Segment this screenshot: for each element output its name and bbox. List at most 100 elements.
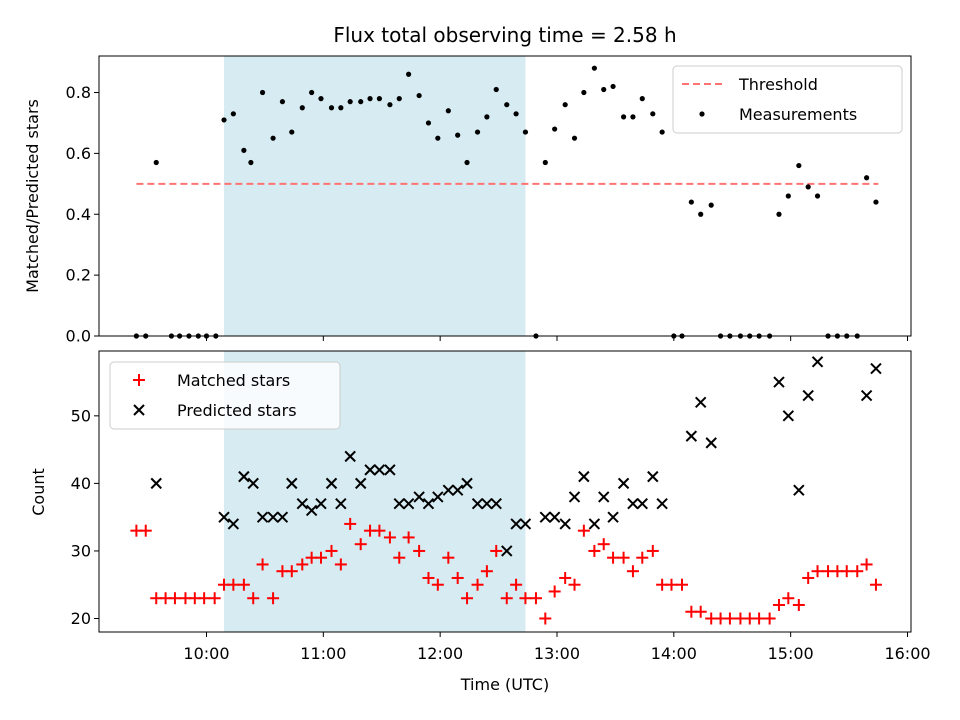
matched-star-point [694, 605, 707, 618]
measurement-point [367, 96, 373, 102]
ratio-y-tick-label: 0.6 [66, 144, 91, 163]
matched-star-point [510, 578, 523, 591]
count-legend-box [109, 361, 341, 430]
measurement-point [522, 129, 529, 135]
measurement-point [464, 159, 470, 166]
measurement-point [484, 114, 490, 120]
measurement-point [552, 126, 558, 132]
time-x-tick-label: 13:00 [534, 644, 580, 663]
threshold-legend-label: Threshold [738, 75, 818, 94]
matched-star-point [139, 524, 152, 537]
matched-star-point [451, 571, 464, 584]
matched-star-point [325, 544, 338, 557]
predicted-star-point [296, 497, 308, 510]
matched-star-point [393, 551, 406, 564]
count-plot-area [130, 356, 882, 625]
predicted-star-point [325, 477, 338, 490]
measurement-point [153, 159, 159, 166]
measurement-point [659, 129, 665, 135]
matched-star-point [792, 598, 805, 611]
matched-star-point [568, 578, 581, 591]
measurement-point [698, 211, 704, 217]
measurement-point [435, 135, 441, 141]
observing-window-shade [224, 56, 526, 336]
matched-star-point [869, 578, 882, 591]
count-legend: Matched stars Predicted stars [109, 361, 341, 430]
ratio-y-tick-label: 0.0 [66, 327, 91, 346]
ratio-y-tick-label: 0.8 [66, 83, 91, 102]
predicted-star-point [568, 491, 581, 503]
predicted-star-point [432, 491, 444, 503]
ratio-panel: 0.0 0.2 0.4 0.6 0.8 Flux total observing tim… [23, 23, 912, 346]
ratio-y-ticks: 0.0 0.2 0.4 0.6 0.8 [66, 83, 99, 346]
predicted-star-point [811, 356, 824, 368]
measurement-point [571, 135, 578, 141]
ratio-legend: Threshold Measurements [672, 65, 903, 134]
measurement-point [805, 184, 811, 190]
measurement-point [289, 129, 295, 135]
measurement-point [785, 193, 791, 199]
matched-star-point [646, 544, 659, 557]
predicted-star-point [227, 518, 240, 530]
matched-star-point [860, 558, 873, 571]
measurement-point [455, 132, 461, 138]
count-y-tick-label: 20 [71, 609, 91, 628]
time-x-tick-label: 14:00 [651, 644, 697, 663]
predicted-star-point [315, 497, 327, 510]
time-x-tick-label: 11:00 [300, 644, 346, 663]
predicted-star-point [471, 497, 484, 510]
matched-star-point [471, 578, 484, 591]
predicted-star-point [636, 497, 648, 510]
measurement-point [581, 89, 587, 96]
matched-star-point [227, 578, 240, 591]
matched-star-point [480, 565, 493, 578]
matched-star-point [626, 565, 639, 578]
measurement-point [814, 193, 821, 199]
measurement-point [620, 114, 627, 120]
predicted-star-point [276, 511, 289, 523]
predicted-star-point [247, 477, 259, 490]
predicted-star-point [578, 470, 590, 483]
measurement-point [309, 89, 315, 96]
predicted-legend-swatch [133, 404, 145, 416]
matched-star-point [763, 612, 776, 625]
measurement-point [562, 102, 568, 108]
measurement-point [347, 99, 353, 105]
count-y-axis-label: Count [29, 468, 48, 516]
matched-star-point [383, 531, 396, 544]
matched-star-point [851, 565, 864, 578]
predicted-star-point [490, 497, 502, 510]
measurement-point [542, 159, 548, 166]
predicted-star-point [413, 491, 425, 503]
predicted-star-point [694, 396, 707, 409]
matched-star-point [344, 517, 357, 530]
matched-star-point [588, 544, 601, 557]
matched-star-point [237, 578, 250, 591]
predicted-star-point [617, 477, 630, 490]
predicted-star-point [344, 450, 356, 463]
count-y-tick-label: 40 [71, 474, 91, 493]
predicted-star-point [150, 477, 162, 490]
predicted-star-point [501, 545, 513, 557]
matched-star-point [617, 551, 630, 564]
measurement-point [425, 120, 432, 126]
measurement-point [630, 114, 636, 120]
time-x-axis-label: Time (UTC) [460, 675, 549, 694]
measurement-point [396, 96, 402, 102]
predicted-star-point [870, 362, 882, 375]
predicted-star-point [802, 389, 814, 402]
measurement-point [513, 111, 519, 117]
matched-star-point [373, 524, 386, 537]
matched-star-point [168, 592, 181, 605]
matched-star-point [247, 592, 260, 605]
matched-star-point [539, 612, 552, 625]
measurement-point [708, 202, 714, 208]
count-x-ticks: 10:00 11:00 12:00 13:00 14:00 15:00 16:00 [183, 632, 931, 663]
predicted-star-point [588, 518, 601, 530]
measurement-point [338, 105, 344, 111]
matched-star-point [267, 592, 280, 605]
time-x-tick-label: 12:00 [417, 644, 463, 663]
predicted-star-point [685, 430, 698, 442]
measurement-point [318, 96, 324, 102]
ratio-plot-area [133, 65, 879, 339]
